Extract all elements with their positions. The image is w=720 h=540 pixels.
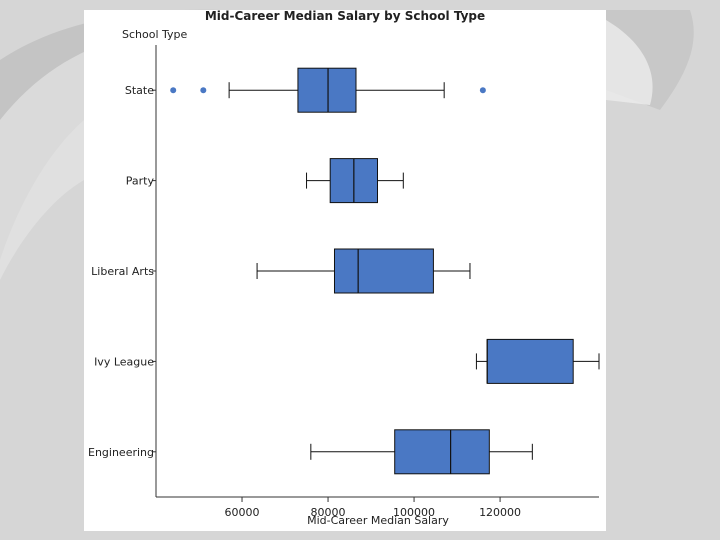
x-tick-label: 100000	[393, 506, 435, 519]
y-tick-label: Ivy League	[94, 355, 154, 368]
iqr-box	[297, 67, 357, 113]
boxplot-chart: Mid-Career Median Salary by School Type …	[88, 10, 600, 527]
chart-title: Mid-Career Median Salary by School Type	[205, 10, 485, 23]
outlier-point	[479, 87, 486, 94]
y-tick-label: Party	[126, 175, 155, 188]
y-axis-title: School Type	[122, 28, 188, 41]
iqr-box	[486, 338, 574, 384]
y-tick-label: State	[125, 84, 154, 97]
outlier-point	[170, 87, 177, 94]
chart-slide: Mid-Career Median Salary by School Type …	[84, 10, 606, 531]
y-tick-label: Liberal Arts	[91, 265, 154, 278]
x-tick-label: 120000	[479, 506, 521, 519]
x-tick-label: 80000	[311, 506, 346, 519]
outlier-point	[200, 87, 207, 94]
iqr-box	[333, 248, 434, 294]
x-tick-label: 60000	[225, 506, 260, 519]
x-axis-title: Mid-Career Median Salary	[307, 514, 449, 527]
iqr-box	[394, 429, 490, 475]
y-tick-label: Engineering	[88, 446, 154, 459]
plot-area: 60000 80000 100000 120000 State Party Liberal …	[88, 67, 600, 519]
